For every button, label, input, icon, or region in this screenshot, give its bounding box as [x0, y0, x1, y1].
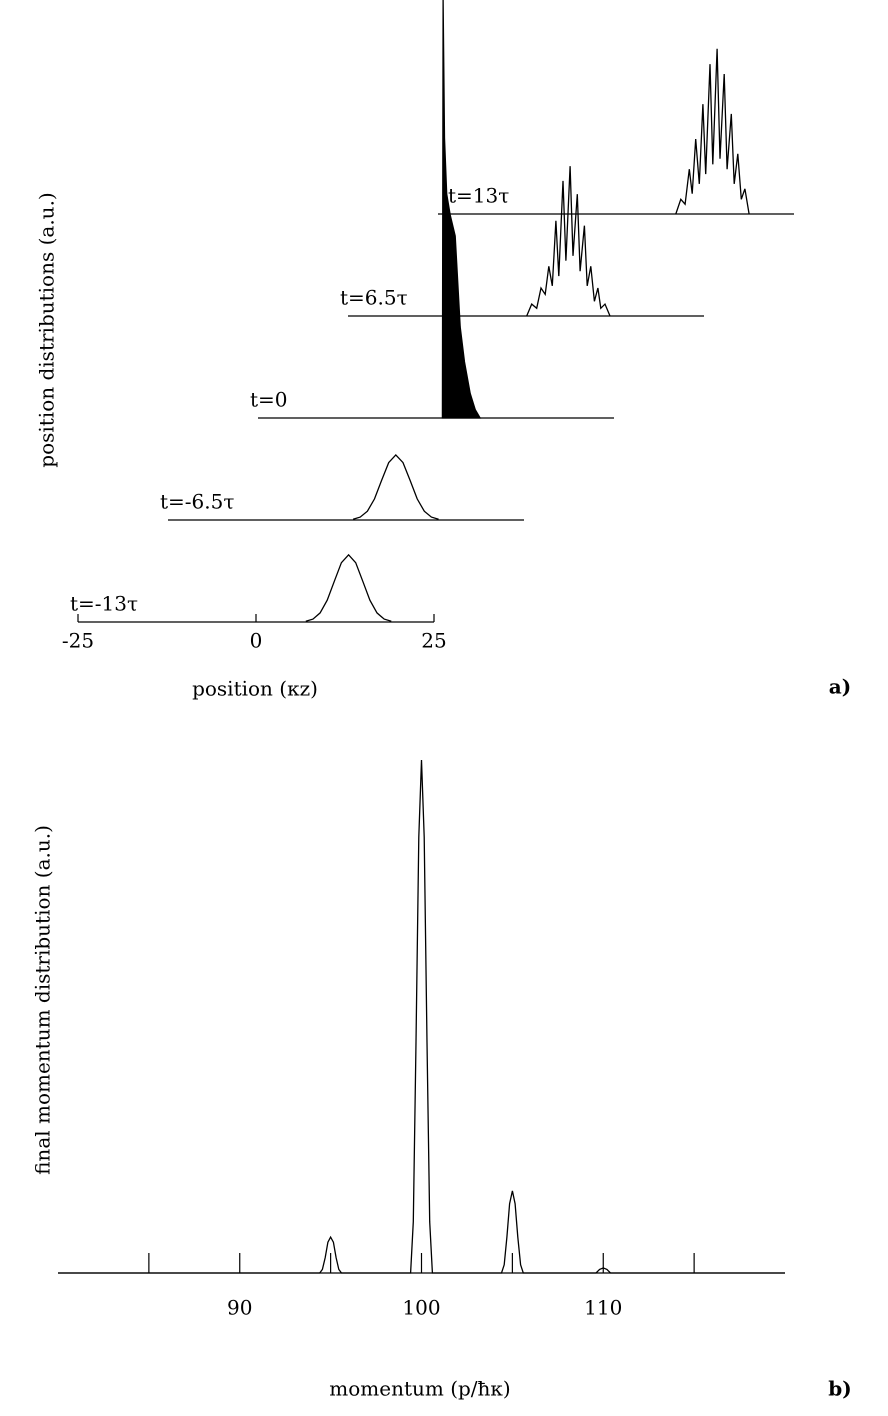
- distribution-curve: [526, 166, 611, 317]
- panel-label: b): [828, 1377, 851, 1401]
- momentum-curve: [58, 759, 785, 1274]
- y-axis-label: position distributions (a.u.): [35, 192, 59, 467]
- distribution-curve: [352, 453, 439, 520]
- x-tick-label: 90: [227, 1296, 252, 1320]
- x-tick-label: 110: [584, 1296, 622, 1320]
- series-label: t=0: [250, 388, 288, 412]
- distribution-curve: [441, 0, 482, 419]
- distribution-curve: [675, 48, 750, 215]
- distribution-curve: [305, 553, 392, 622]
- x-tick-label: 25: [421, 629, 446, 653]
- x-tick-label: 0: [250, 629, 263, 653]
- series-label: t=6.5τ: [340, 286, 408, 310]
- y-axis-label: final momentum distribution (a.u.): [31, 825, 55, 1175]
- x-axis-label: position (κz): [192, 677, 318, 701]
- panel-label: a): [829, 675, 851, 699]
- series-label: t=-13τ: [70, 592, 138, 616]
- series-label: t=13τ: [448, 184, 509, 208]
- x-axis-label: momentum (p/ħκ): [329, 1377, 510, 1401]
- series-label: t=-6.5τ: [160, 490, 234, 514]
- x-tick-label: 100: [402, 1296, 440, 1320]
- x-tick-label: -25: [62, 629, 94, 653]
